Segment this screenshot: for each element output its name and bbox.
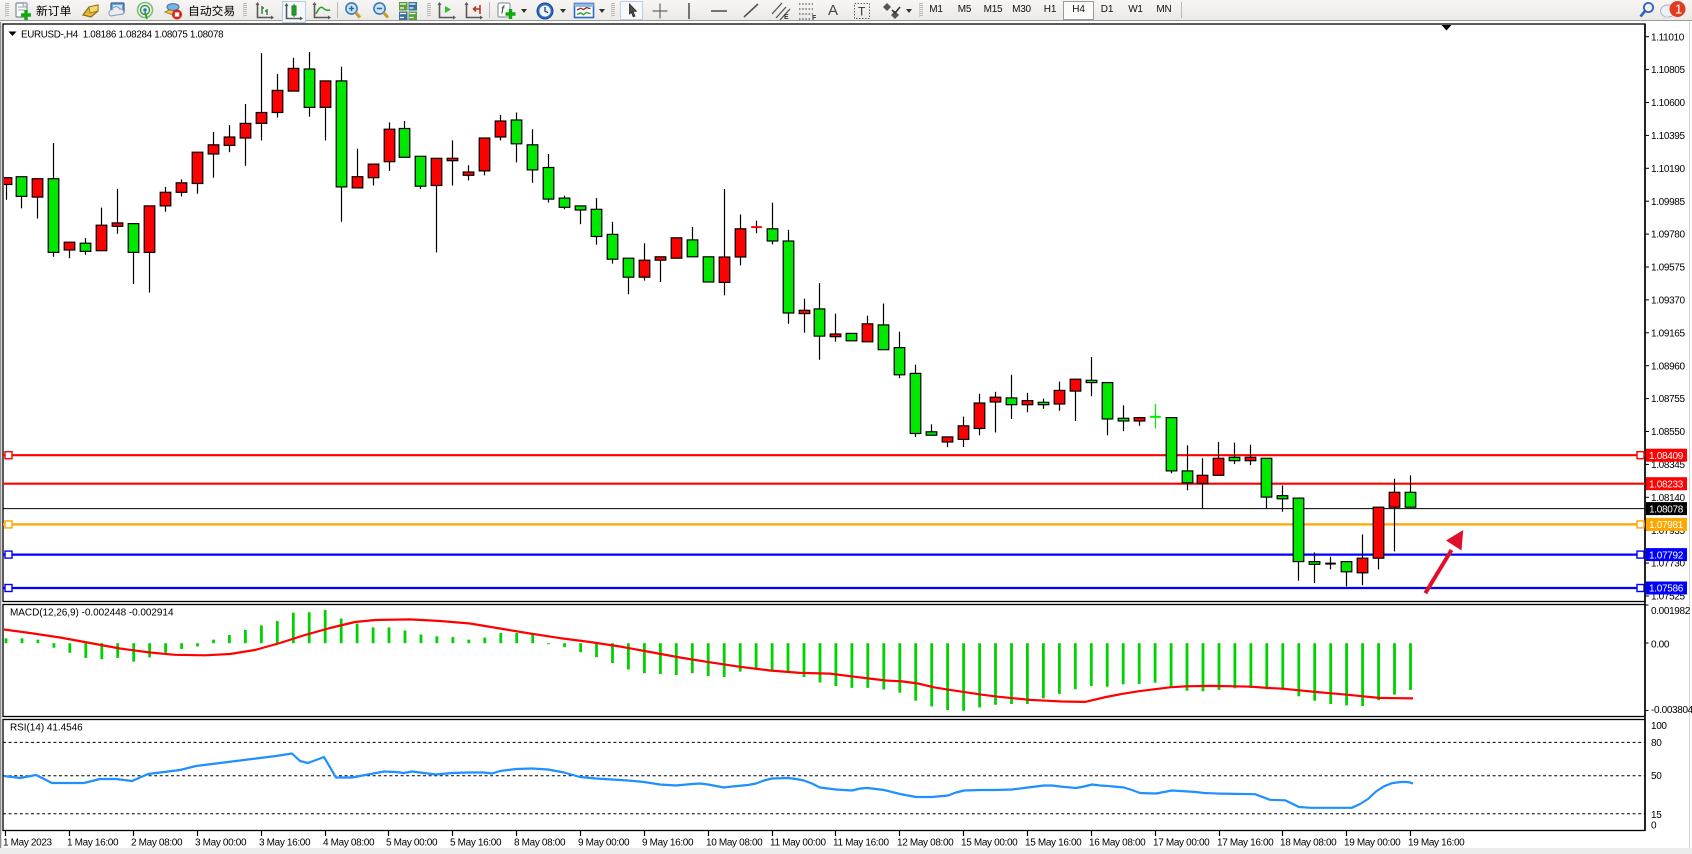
svg-text:9 May 00:00: 9 May 00:00 <box>578 838 630 849</box>
svg-text:1.07525: 1.07525 <box>1651 592 1685 603</box>
svg-text:1.07586: 1.07586 <box>1649 584 1684 595</box>
svg-text:-0.003804: -0.003804 <box>1651 705 1692 716</box>
svg-text:50: 50 <box>1651 771 1662 782</box>
svg-text:19 May 00:00: 19 May 00:00 <box>1344 838 1401 849</box>
svg-text:1.09370: 1.09370 <box>1651 296 1685 307</box>
svg-text:0.00: 0.00 <box>1651 640 1670 651</box>
svg-text:RSI(14) 41.4546: RSI(14) 41.4546 <box>10 723 83 734</box>
svg-text:3 May 00:00: 3 May 00:00 <box>195 838 247 849</box>
svg-text:18 May 08:00: 18 May 08:00 <box>1280 838 1337 849</box>
svg-text:1.08345: 1.08345 <box>1651 460 1685 471</box>
svg-text:1.07730: 1.07730 <box>1651 559 1685 570</box>
svg-text:11 May 16:00: 11 May 16:00 <box>833 838 889 849</box>
svg-text:1.09780: 1.09780 <box>1651 230 1685 241</box>
svg-text:1 May 16:00: 1 May 16:00 <box>67 838 119 849</box>
svg-text:17 May 16:00: 17 May 16:00 <box>1217 838 1274 849</box>
svg-text:F: F <box>812 15 817 21</box>
svg-text:0: 0 <box>1651 821 1657 832</box>
svg-text:EURUSD-,H4 1.08186 1.08284 1.: EURUSD-,H4 1.08186 1.08284 1.08075 1.080… <box>21 30 224 41</box>
svg-text:11 May 00:00: 11 May 00:00 <box>770 838 826 849</box>
svg-text:80: 80 <box>1651 738 1662 749</box>
svg-text:100: 100 <box>1651 721 1667 732</box>
svg-text:1.10190: 1.10190 <box>1651 164 1685 175</box>
svg-text:1.08140: 1.08140 <box>1651 493 1685 504</box>
svg-text:1.09165: 1.09165 <box>1651 328 1685 339</box>
svg-text:4 May 08:00: 4 May 08:00 <box>323 838 375 849</box>
svg-text:1.10600: 1.10600 <box>1651 98 1685 109</box>
svg-text:1.08233: 1.08233 <box>1649 479 1684 490</box>
svg-text:1.10395: 1.10395 <box>1651 131 1685 142</box>
svg-text:1.08755: 1.08755 <box>1651 394 1685 405</box>
svg-text:1.07935: 1.07935 <box>1651 526 1685 537</box>
svg-text:1.11010: 1.11010 <box>1651 32 1685 43</box>
svg-text:5 May 00:00: 5 May 00:00 <box>386 838 438 849</box>
svg-text:1.07792: 1.07792 <box>1649 550 1684 561</box>
svg-text:1.10805: 1.10805 <box>1651 65 1685 76</box>
svg-text:10 May 08:00: 10 May 08:00 <box>706 838 763 849</box>
svg-text:3 May 16:00: 3 May 16:00 <box>259 838 311 849</box>
svg-text:E: E <box>784 14 789 21</box>
svg-text:1.08409: 1.08409 <box>1649 451 1684 462</box>
svg-text:16 May 08:00: 16 May 08:00 <box>1089 838 1146 849</box>
svg-text:15 May 16:00: 15 May 16:00 <box>1025 838 1082 849</box>
svg-text:1.08078: 1.08078 <box>1649 504 1684 515</box>
svg-text:1.07981: 1.07981 <box>1649 520 1684 531</box>
svg-text:1.09575: 1.09575 <box>1651 263 1685 274</box>
svg-text:15 May 00:00: 15 May 00:00 <box>961 838 1018 849</box>
svg-text:0.001982: 0.001982 <box>1651 606 1691 617</box>
svg-text:f: f <box>501 5 505 17</box>
svg-text:5 May 16:00: 5 May 16:00 <box>450 838 502 849</box>
svg-text:12 May 08:00: 12 May 08:00 <box>897 838 954 849</box>
svg-text:19 May 16:00: 19 May 16:00 <box>1408 838 1465 849</box>
svg-text:15: 15 <box>1651 810 1662 821</box>
svg-text:1.08550: 1.08550 <box>1651 427 1685 438</box>
svg-text:1.08960: 1.08960 <box>1651 361 1685 372</box>
svg-text:9 May 16:00: 9 May 16:00 <box>642 838 694 849</box>
svg-text:MACD(12,26,9) -0.002448 -0.002: MACD(12,26,9) -0.002448 -0.002914 <box>10 608 174 619</box>
svg-text:T: T <box>858 5 866 19</box>
svg-text:1 May 2023: 1 May 2023 <box>3 838 53 849</box>
svg-text:17 May 00:00: 17 May 00:00 <box>1153 838 1210 849</box>
svg-text:1.09985: 1.09985 <box>1651 197 1685 208</box>
svg-text:8 May 08:00: 8 May 08:00 <box>514 838 566 849</box>
svg-text:2 May 08:00: 2 May 08:00 <box>131 838 183 849</box>
svg-text:1: 1 <box>1675 2 1682 17</box>
